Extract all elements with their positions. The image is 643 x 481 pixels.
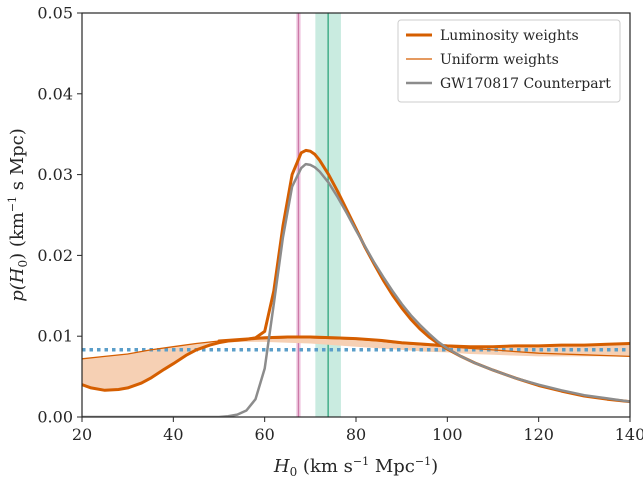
shaded-region-fill — [82, 337, 630, 391]
x-tick-label-4: 100 — [432, 425, 463, 444]
x-tick-label-6: 140 — [615, 425, 643, 444]
series-line-2 — [217, 335, 630, 349]
x-axis-title-unit1: (km s — [297, 456, 353, 477]
x-axis-title-unit2: Mpc — [369, 456, 415, 477]
y-axis-title-sub: 0 — [16, 260, 30, 268]
legend-box — [397, 19, 621, 103]
x-tick-label-5: 120 — [523, 425, 554, 444]
y-axis-title-unit1: ) (km — [7, 212, 28, 260]
legend-label-2: GW170817 Counterpart — [440, 76, 611, 92]
y-axis-title-var: p(H — [7, 267, 28, 302]
x-axis-title-sup1: −1 — [353, 455, 369, 468]
y-tick-label-5: 0.05 — [37, 4, 73, 23]
y-axis-title-sup: −1 — [6, 196, 19, 212]
series-line-3 — [82, 162, 630, 417]
x-tick-label-3: 80 — [346, 425, 366, 444]
legend-label-1: Uniform weights — [440, 52, 559, 68]
y-tick-label-0: 0.00 — [37, 408, 73, 427]
credible-bands — [296, 13, 341, 417]
x-axis-title-sup2: −1 — [415, 455, 431, 468]
y-tick-label-2: 0.02 — [37, 246, 73, 265]
x-axis-title-close: ) — [431, 456, 438, 477]
legend-label-0: Luminosity weights — [440, 28, 579, 44]
y-tick-label-1: 0.01 — [37, 327, 73, 346]
y-axis-title: p(H0) (km−1 s Mpc) — [6, 128, 30, 302]
x-axis-title-var: H — [273, 456, 290, 477]
legend: Luminosity weights Uniform weights GW17081… — [397, 19, 621, 103]
x-tick-label-2: 60 — [254, 425, 274, 444]
x-tick-label-1: 40 — [163, 425, 183, 444]
y-tick-label-3: 0.03 — [37, 165, 73, 184]
x-axis-title: H0 (km s−1 Mpc−1) — [273, 455, 438, 479]
y-axis-title-unit2: s Mpc) — [7, 128, 28, 196]
shaded-region — [82, 337, 630, 391]
x-tick-label-0: 20 — [72, 425, 92, 444]
x-axis-title-sub: 0 — [290, 465, 298, 479]
series-lines — [82, 148, 630, 417]
axes: 20 40 60 80 100 120 140 0.00 0.01 0.02 0.03 0.04 0.0… — [6, 4, 643, 480]
y-tick-label-4: 0.04 — [37, 84, 73, 103]
